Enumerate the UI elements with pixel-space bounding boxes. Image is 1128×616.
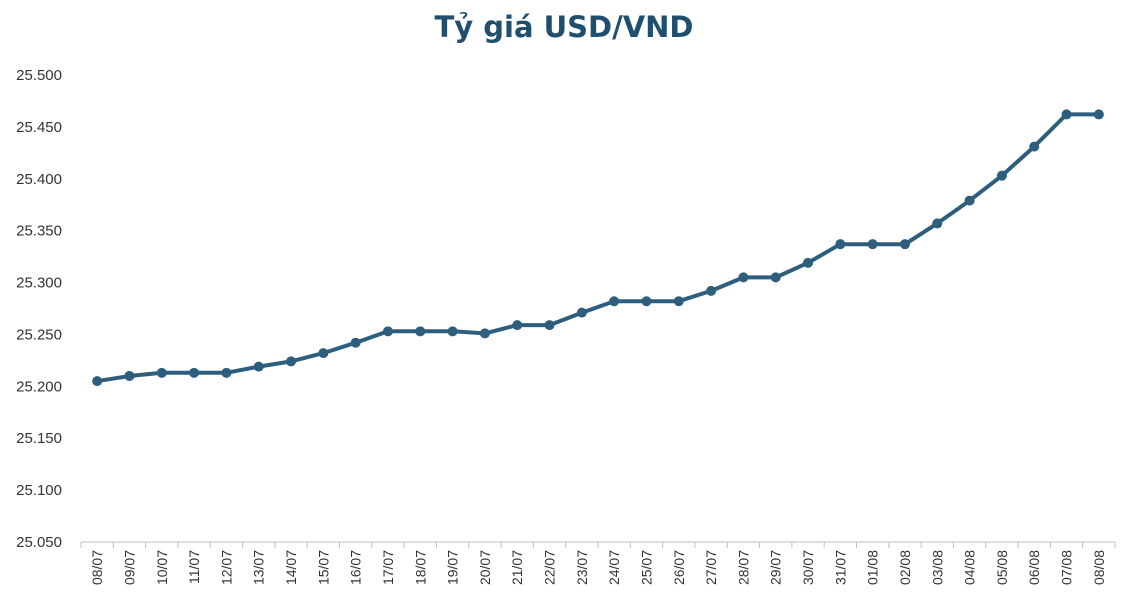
x-tick-label: 31/07 xyxy=(832,550,848,585)
data-point xyxy=(512,320,523,331)
data-point xyxy=(706,285,717,296)
x-tick-label: 24/07 xyxy=(606,550,622,585)
x-tick-label: 04/08 xyxy=(962,550,978,585)
x-tick-label: 13/07 xyxy=(251,550,267,585)
data-point xyxy=(318,348,329,359)
x-tick-label: 20/07 xyxy=(477,550,493,585)
y-tick-label: 25.200 xyxy=(16,378,62,395)
x-tick-label: 12/07 xyxy=(218,550,234,585)
data-point xyxy=(1061,109,1072,120)
chart-title: Tỷ giá USD/VND xyxy=(434,10,694,44)
x-tick-label: 29/07 xyxy=(768,550,784,585)
y-tick-label: 25.400 xyxy=(16,171,62,188)
x-tick-label: 17/07 xyxy=(380,550,396,585)
data-point xyxy=(544,320,555,331)
x-tick-label: 11/07 xyxy=(186,550,202,584)
x-tick-label: 08/07 xyxy=(89,550,105,585)
data-point xyxy=(253,361,264,372)
x-tick-label: 16/07 xyxy=(348,550,364,585)
data-point xyxy=(350,337,361,348)
data-point xyxy=(415,326,426,337)
x-tick-label: 08/08 xyxy=(1091,550,1107,585)
data-point xyxy=(189,367,200,378)
x-tick-label: 25/07 xyxy=(638,550,654,585)
data-point xyxy=(479,328,490,339)
x-tick-label: 09/07 xyxy=(121,550,137,585)
x-tick-label: 21/07 xyxy=(509,550,525,585)
x-tick-label: 06/08 xyxy=(1026,550,1042,585)
x-tick-label: 15/07 xyxy=(315,550,331,585)
data-point xyxy=(964,195,975,206)
y-tick-label: 25.150 xyxy=(16,430,62,447)
x-tick-label: 19/07 xyxy=(445,550,461,585)
y-tick-label: 25.300 xyxy=(16,275,62,292)
y-tick-label: 25.350 xyxy=(16,223,62,240)
y-tick-label: 25.250 xyxy=(16,326,62,343)
x-axis: 08/07 09/07 10/07 11/07 12/07 13/07 14/07 15/07… xyxy=(80,541,1116,585)
data-point xyxy=(867,239,878,250)
x-tick-label: 27/07 xyxy=(703,550,719,585)
data-point xyxy=(382,326,393,337)
data-point xyxy=(738,272,749,283)
data-point xyxy=(124,370,135,381)
data-point xyxy=(1093,109,1104,120)
data-point xyxy=(156,367,167,378)
x-tick-label: 28/07 xyxy=(735,550,751,585)
data-point xyxy=(899,239,910,250)
data-point xyxy=(770,272,781,283)
x-tick-label: 05/08 xyxy=(994,550,1010,585)
data-point xyxy=(996,170,1007,181)
x-tick-label: 14/07 xyxy=(283,550,299,585)
x-tick-label: 18/07 xyxy=(412,550,428,585)
y-axis: 25.050 25.100 25.150 25.200 25.250 25.300 25.3… xyxy=(16,67,62,551)
y-tick-label: 25.100 xyxy=(16,482,62,499)
x-tick-label: 03/08 xyxy=(929,550,945,585)
x-tick-label: 07/08 xyxy=(1059,550,1075,585)
data-point xyxy=(932,218,943,229)
data-point xyxy=(803,257,814,268)
data-point xyxy=(835,239,846,250)
x-tick-label: 22/07 xyxy=(542,550,558,585)
data-point xyxy=(92,376,103,387)
x-tick-label: 01/08 xyxy=(865,550,881,585)
series-line xyxy=(95,112,1101,384)
data-point xyxy=(673,296,684,307)
y-tick-label: 25.050 xyxy=(16,534,62,551)
y-tick-label: 25.500 xyxy=(16,67,62,84)
data-point xyxy=(609,296,620,307)
data-point xyxy=(286,356,297,367)
x-tick-label: 30/07 xyxy=(800,550,816,585)
x-tick-label: 26/07 xyxy=(671,550,687,585)
y-tick-label: 25.450 xyxy=(16,119,62,136)
data-point xyxy=(221,367,232,378)
x-tick-label: 02/08 xyxy=(897,550,913,585)
series-layer xyxy=(92,109,1104,387)
x-tick-label: 23/07 xyxy=(574,550,590,585)
data-point xyxy=(447,326,458,337)
x-tick-label: 10/07 xyxy=(154,550,170,585)
data-point xyxy=(641,296,652,307)
data-point xyxy=(1029,141,1040,152)
data-point xyxy=(576,307,587,318)
